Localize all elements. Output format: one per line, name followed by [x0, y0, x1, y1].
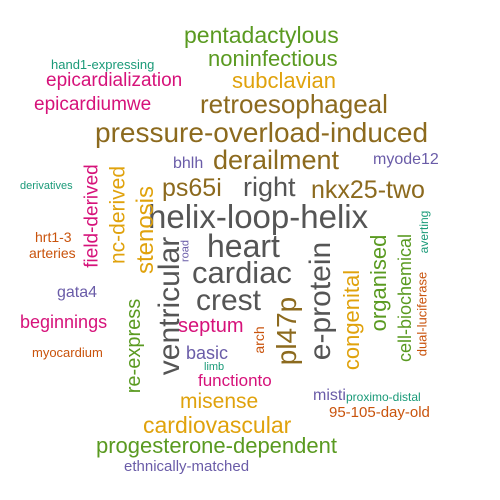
word-derailment: derailment [213, 145, 340, 175]
word-progesterone-dependent: progesterone-dependent [96, 433, 337, 458]
word-cell-biochemical: cell-biochemical [395, 233, 415, 363]
word-congenital: congenital [339, 269, 364, 371]
word-field-derived: field-derived [81, 164, 103, 268]
word-arteries: arteries [29, 245, 76, 261]
word-ethnically-matched: ethnically-matched [124, 458, 250, 475]
word-cardiac: cardiac [192, 255, 292, 290]
word-hand1-expressing: hand1-expressing [51, 57, 155, 72]
word-pressure-overload-induced: pressure-overload-induced [95, 117, 429, 148]
word-heart: heart [207, 228, 280, 264]
word-derivatives: derivatives [20, 180, 73, 192]
word-noninfectious: noninfectious [208, 46, 338, 71]
word-ps65i: ps65i [162, 174, 222, 202]
word-arch: arch [251, 326, 267, 354]
word-nkx25-two: nkx25-two [311, 176, 425, 204]
word-nc-derived: nc-derived [106, 165, 130, 265]
word-e-protein: e-protein [304, 241, 337, 361]
word-misense: misense [180, 390, 259, 413]
word-proximo-distal: proximo-distal [346, 390, 421, 404]
word-misti: misti [313, 387, 346, 404]
word-basic: basic [186, 343, 229, 363]
word-re-express: re-express [123, 298, 145, 394]
word-95-105-day-old: 95-105-day-old [329, 404, 430, 421]
word-right: right [243, 172, 296, 202]
word-septum: septum [178, 315, 244, 337]
word-helix-loop-helix: helix-loop-helix [148, 198, 369, 235]
word-beginnings: beginnings [20, 312, 108, 332]
word-myocardium: myocardium [32, 345, 103, 360]
word-epicardialization: epicardialization [46, 70, 183, 91]
word-hrt1-3: hrt1-3 [35, 229, 72, 245]
word-cardiovascular: cardiovascular [143, 412, 292, 438]
word-epicardiumwe: epicardiumwe [34, 94, 152, 115]
word-bhlh: bhlh [173, 155, 204, 172]
word-pentadactylous: pentadactylous [184, 22, 339, 48]
word-crest: crest [196, 284, 262, 317]
word-ventricular: ventricular [153, 236, 186, 376]
word-retroesophageal: retroesophageal [200, 89, 388, 119]
word-organised: organised [366, 234, 391, 332]
word-subclavian: subclavian [232, 68, 336, 93]
word-dual-luciferase: dual-luciferase [414, 271, 430, 357]
word-functionto: functionto [198, 371, 272, 390]
word-myode12: myode12 [373, 151, 439, 168]
word-pl47p: pl47p [271, 296, 302, 366]
word-averting: averting [417, 210, 431, 254]
word-limb: limb [204, 361, 225, 373]
word-gata4: gata4 [57, 284, 98, 301]
